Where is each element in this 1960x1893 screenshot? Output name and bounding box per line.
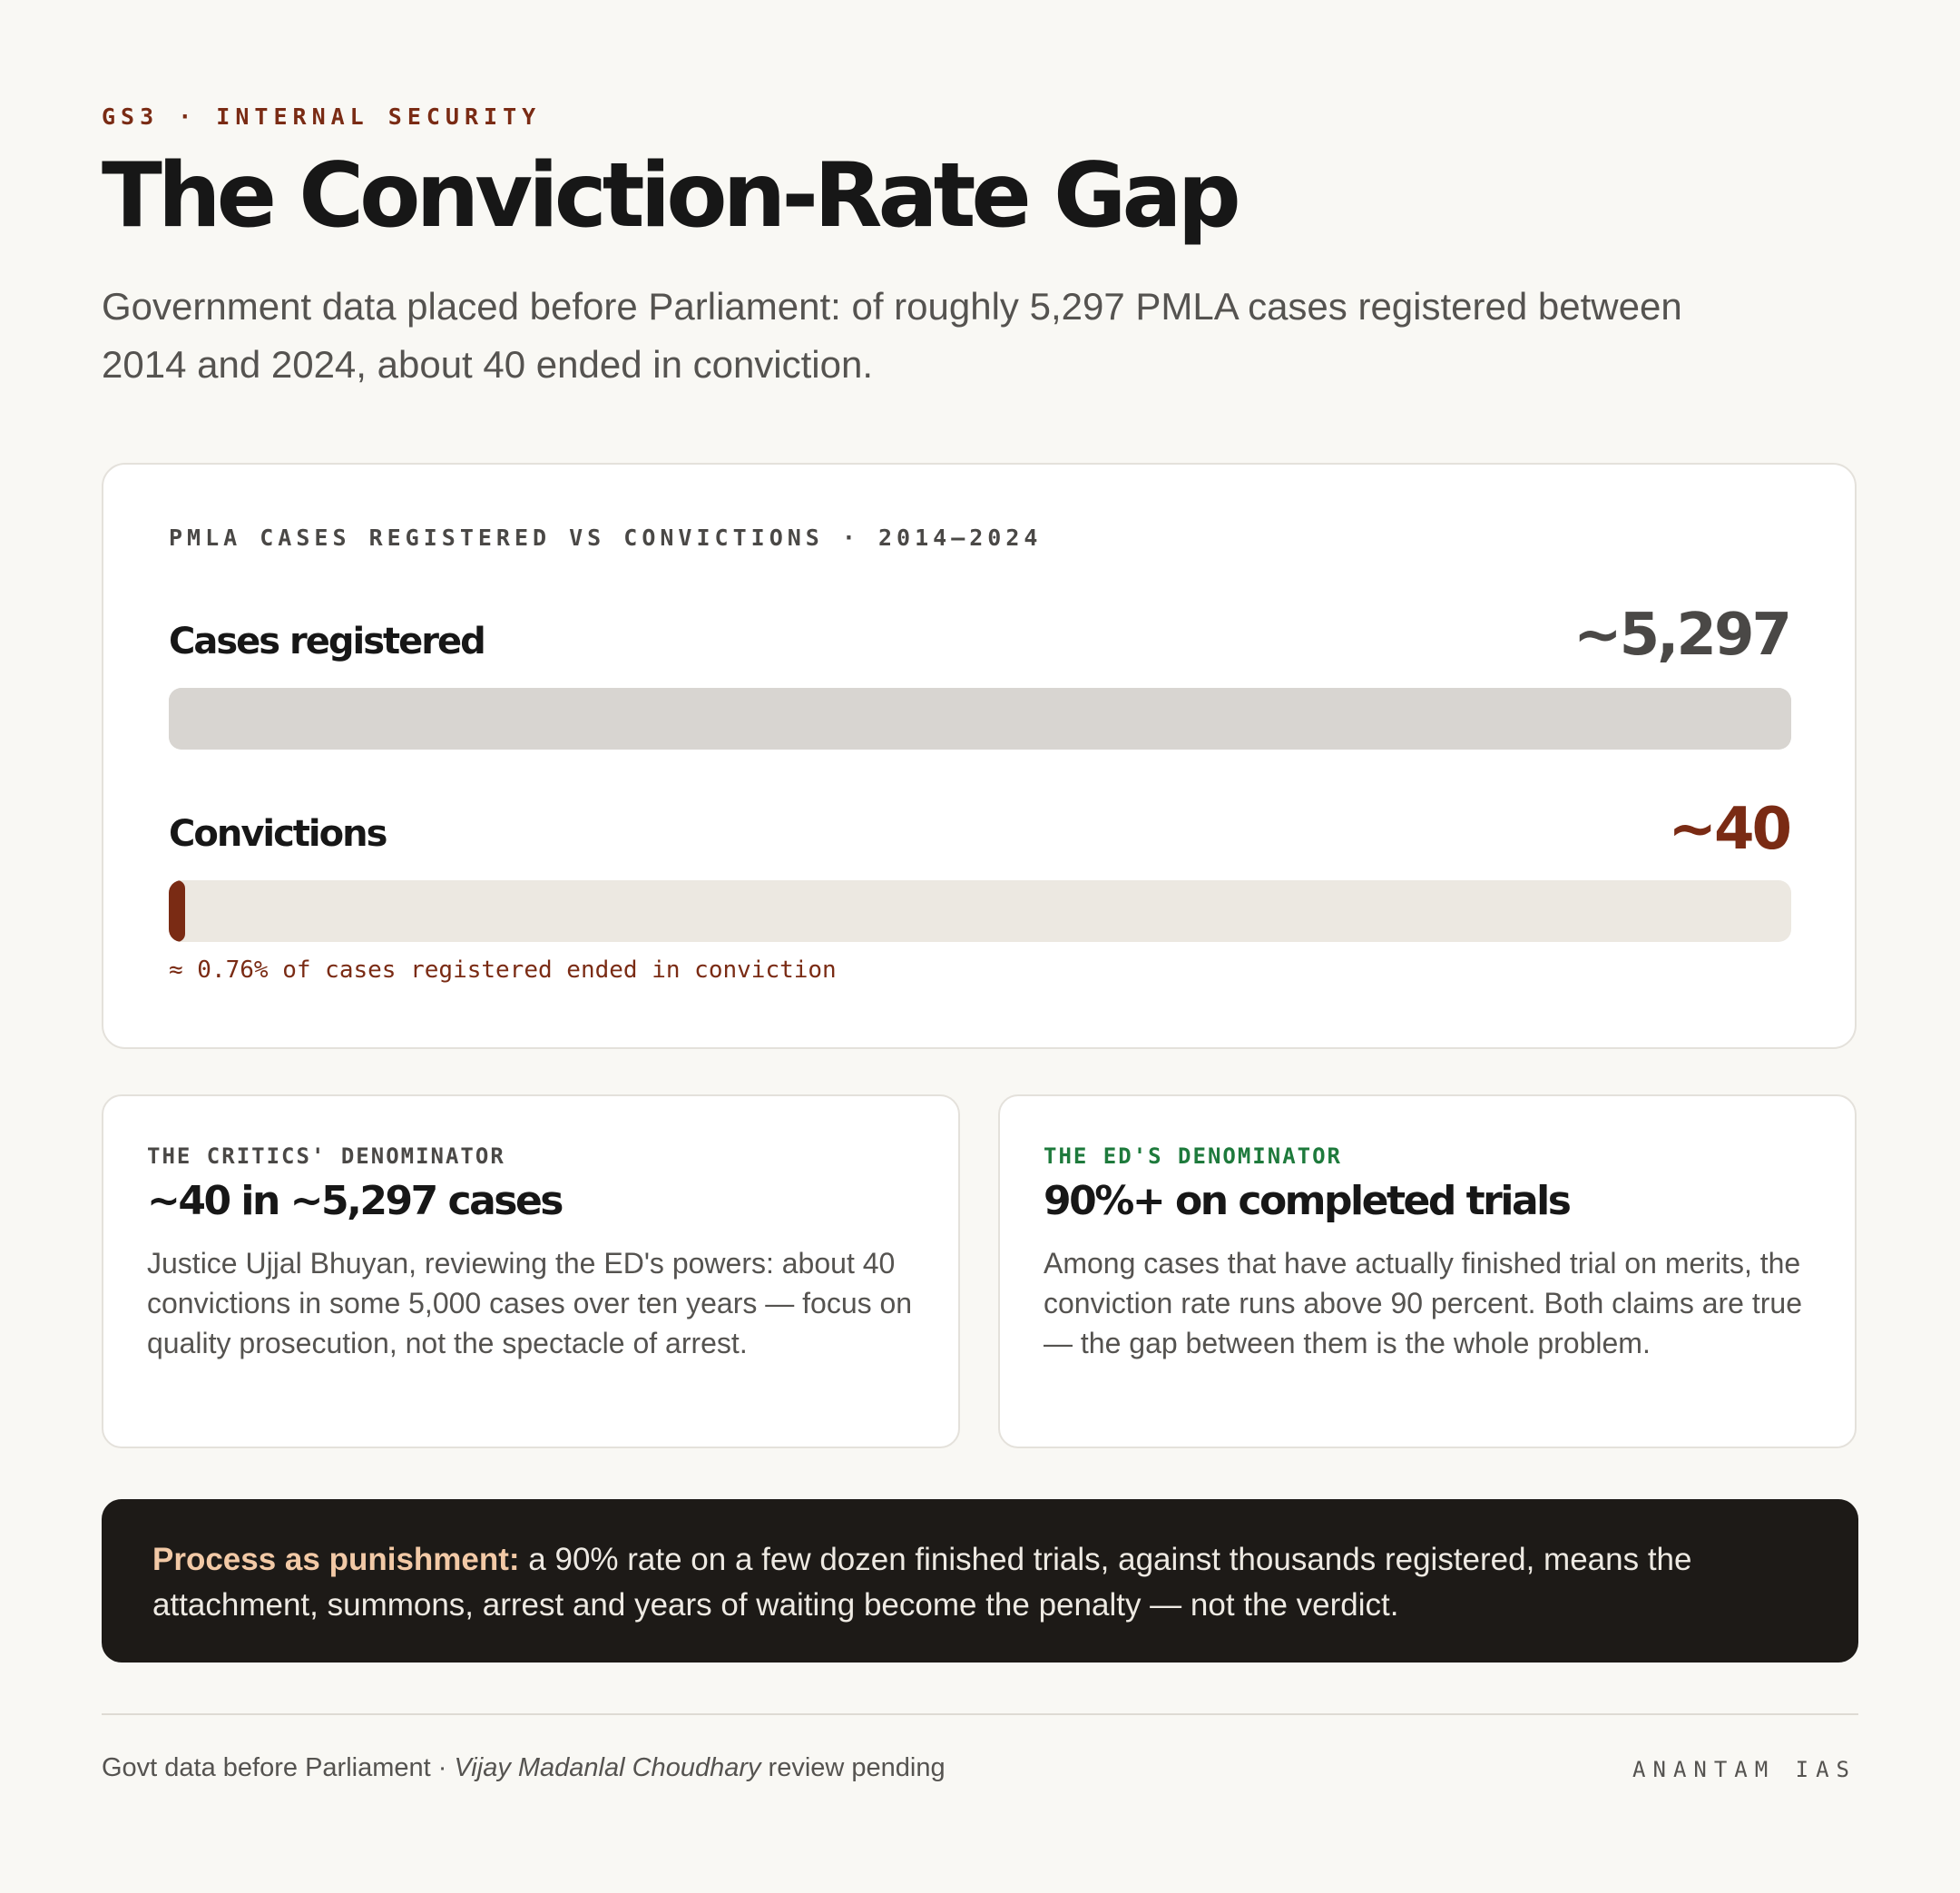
bar-label-convictions: Convictions (169, 813, 387, 855)
chart-title: PMLA CASES REGISTERED VS CONVICTIONS · 2… (169, 525, 1043, 551)
callout-box: Process as punishment: a 90% rate on a f… (102, 1499, 1858, 1663)
ed-card: THE ED'S DENOMINATOR 90%+ on completed t… (998, 1094, 1857, 1448)
callout-text: a 90% rate on a few dozen finished trial… (152, 1542, 1692, 1623)
critics-card-body: Justice Ujjal Bhuyan, reviewing the ED's… (147, 1247, 913, 1359)
ed-card-title: 90%+ on completed trials (1044, 1178, 1572, 1224)
bar-cases-registered (169, 688, 1791, 750)
footer-divider (102, 1713, 1858, 1715)
chart-annotation: ≈ 0.76% of cases registered ended in con… (169, 956, 837, 984)
critics-card: THE CRITICS' DENOMINATOR ~40 in ~5,297 c… (102, 1094, 960, 1448)
page-subtitle: Government data placed before Parliament… (102, 285, 1682, 386)
ed-card-kicker: THE ED'S DENOMINATOR (1044, 1143, 1342, 1169)
footer-case-name: Vijay Madanlal Choudhary (454, 1753, 761, 1782)
bar-value-cases-registered: ~5,297 (1573, 602, 1792, 669)
chart-card: PMLA CASES REGISTERED VS CONVICTIONS · 2… (102, 463, 1857, 1049)
section-kicker: GS3 · INTERNAL SECURITY (102, 103, 542, 130)
footer-source: Govt data before Parliament · Vijay Mada… (102, 1753, 946, 1783)
footer-source-suffix: review pending (760, 1753, 946, 1782)
bar-label-cases-registered: Cases registered (169, 621, 486, 662)
bar-track-convictions (169, 880, 1791, 942)
page-title: The Conviction-Rate Gap (102, 144, 1241, 248)
brand-name: ANANTAM IAS (1632, 1757, 1857, 1782)
bar-value-convictions: ~40 (1668, 796, 1792, 863)
bar-track-cases-registered (169, 688, 1791, 750)
critics-card-kicker: THE CRITICS' DENOMINATOR (147, 1143, 505, 1169)
callout-lead: Process as punishment: (152, 1542, 520, 1577)
ed-card-body: Among cases that have actually finished … (1044, 1247, 1802, 1359)
critics-card-title: ~40 in ~5,297 cases (147, 1178, 564, 1224)
bar-convictions (169, 880, 185, 942)
footer-source-prefix: Govt data before Parliament · (102, 1753, 455, 1782)
